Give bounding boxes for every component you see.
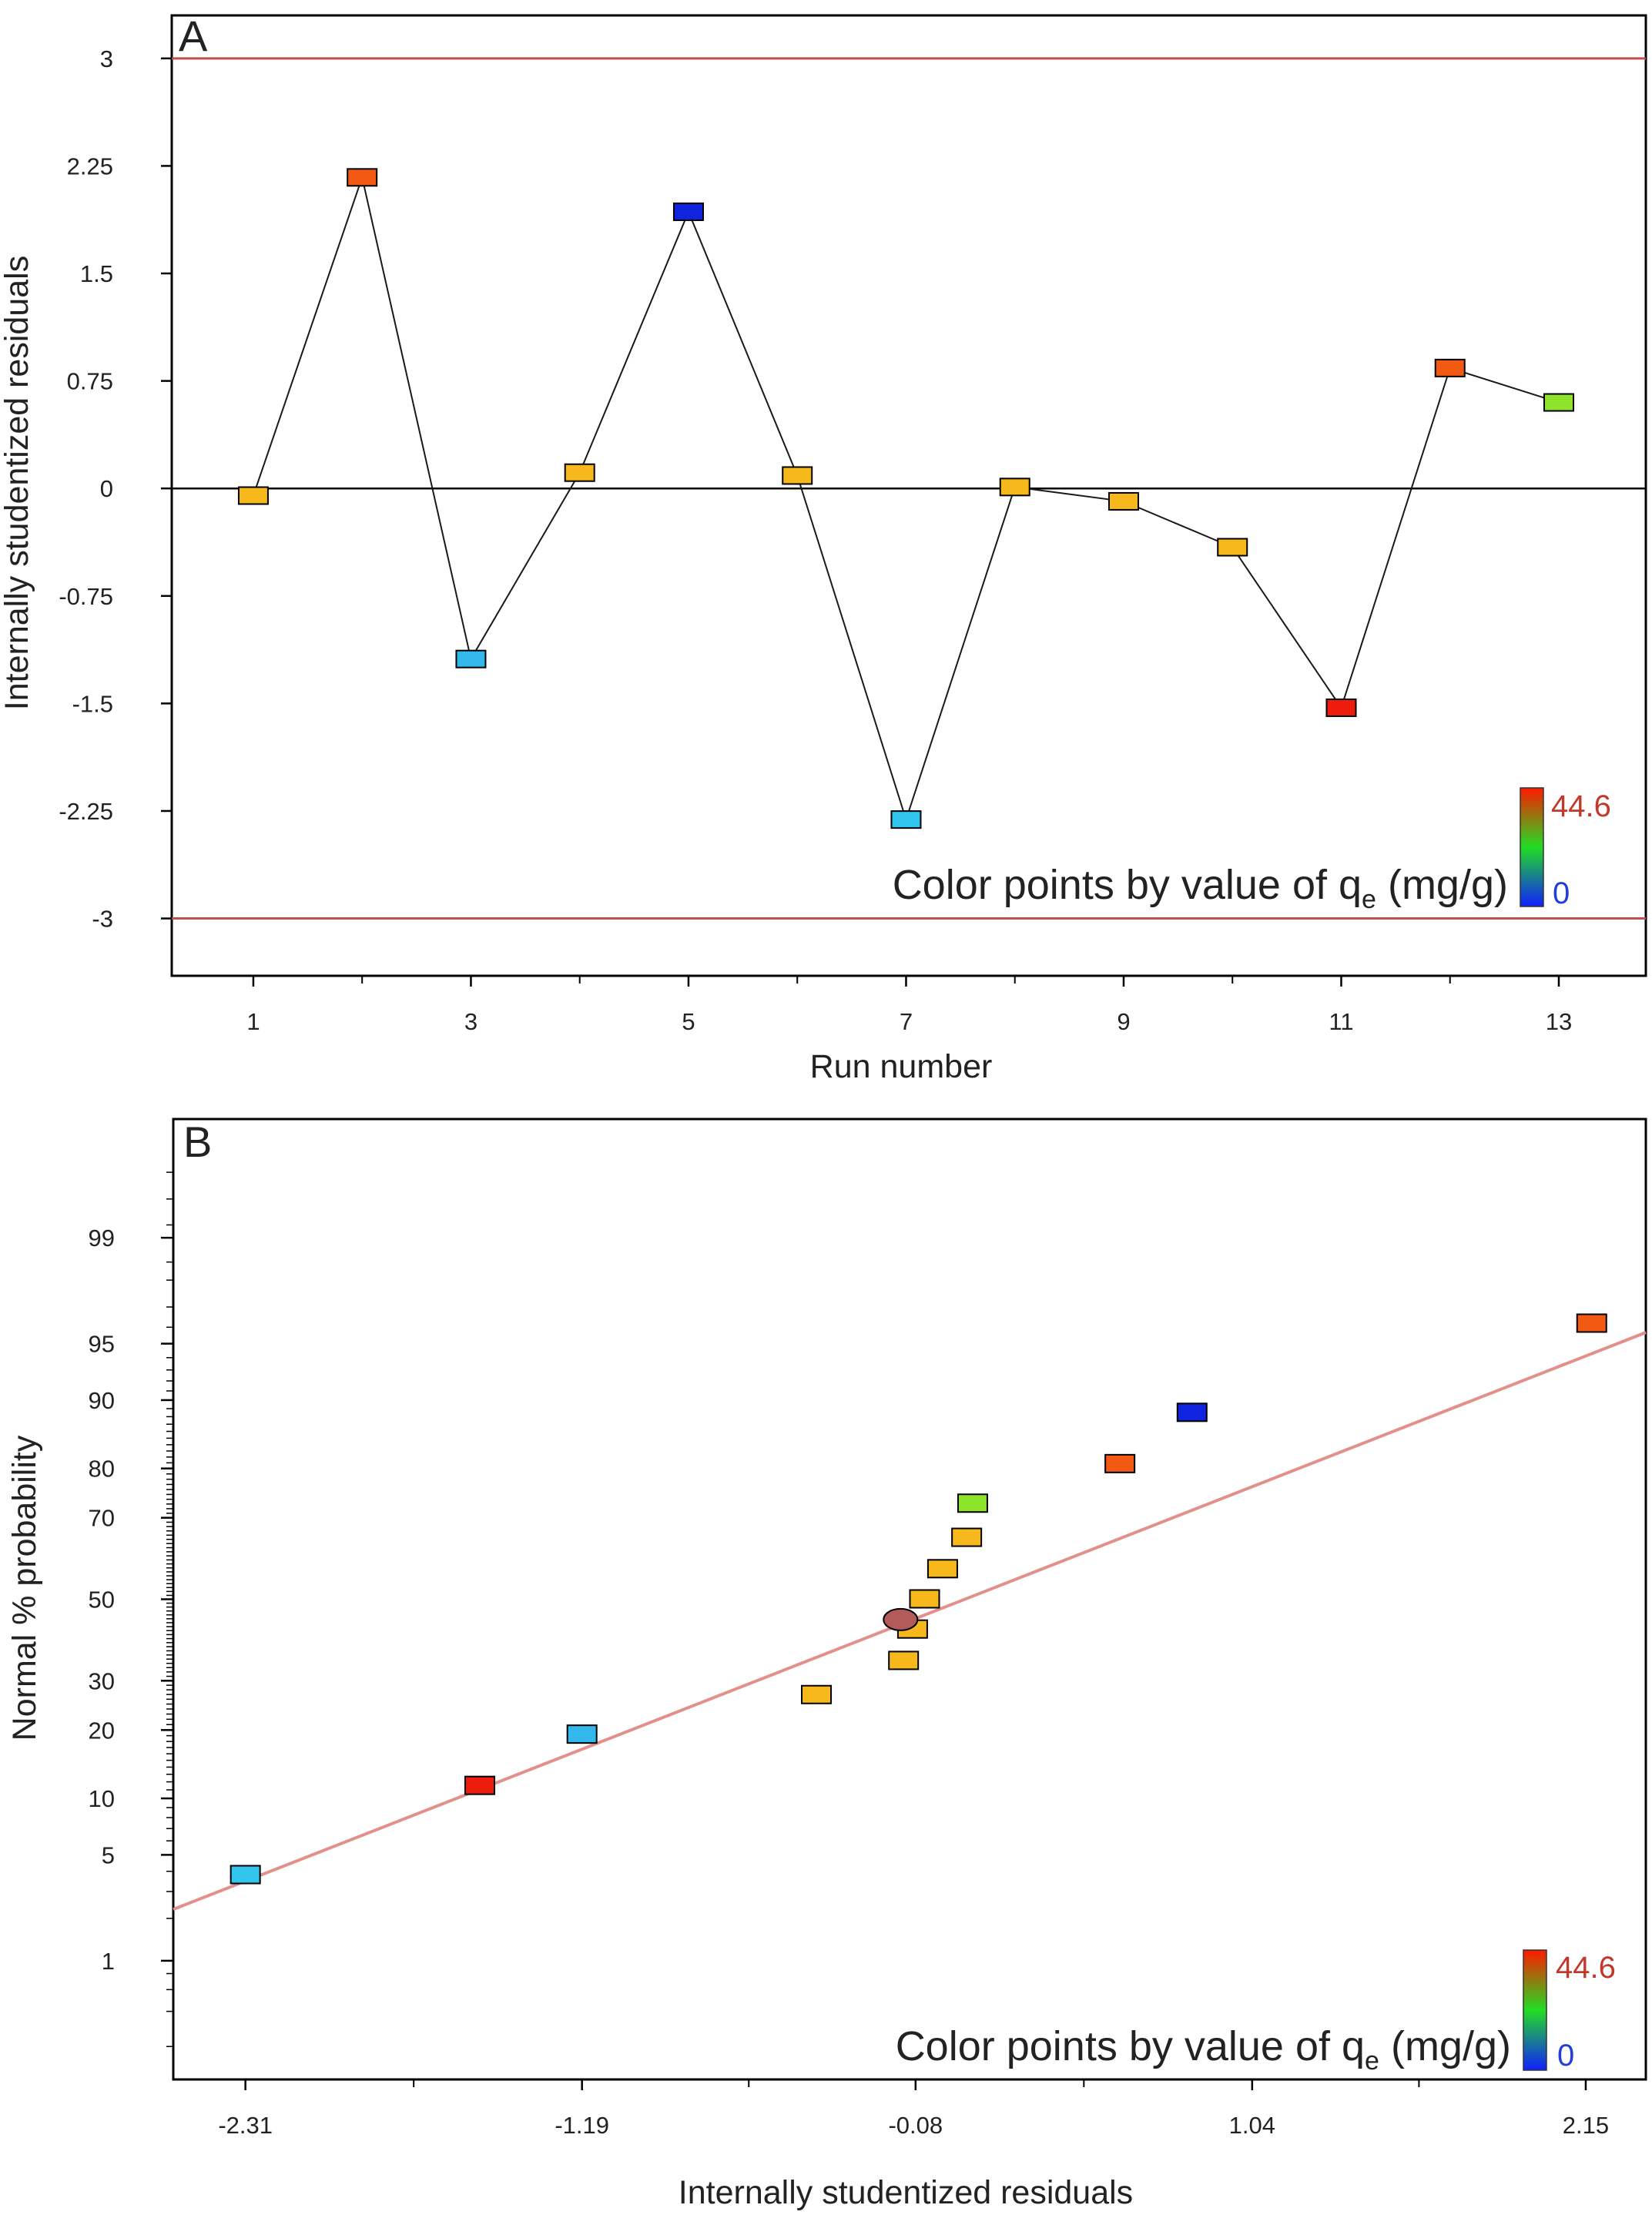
panel-a-plot-frame [170, 14, 1647, 977]
probability-point-12 [1176, 1402, 1208, 1422]
panel-a-legend-unit: (mg/g) [1376, 862, 1508, 908]
y-tick-label-neg2p25: -2.25 [59, 798, 113, 825]
data-point-run-5 [672, 202, 704, 221]
probability-point-3 [566, 1724, 598, 1744]
probability-point-11 [1104, 1453, 1136, 1473]
panel-b-color-legend-caption: Color points by value of qe (mg/g) [896, 2023, 1511, 2076]
panel-a-x-axis: 1 3 5 7 9 11 13 [246, 976, 1572, 1035]
probability-point-10 [957, 1493, 988, 1513]
panel-a-residuals-vs-run: A 32.251.50.750-0.75-1.5-2.25-3 1 3 5 7 9 11 1… [0, 12, 1647, 1085]
panel-b-letter: B [183, 1118, 212, 1166]
panel-a-control-limits [172, 57, 1646, 920]
highlighted-point-ellipse [883, 1607, 919, 1631]
panel-b-color-scale-bar [1523, 1949, 1547, 2071]
panel-b-legend-unit: (mg/g) [1379, 2023, 1511, 2069]
y-tick-label-0p75: 0.75 [67, 368, 113, 395]
panel-a-y-axis: 3 2.25 1.5 0.75 0 -0.75 -1.5 -2.25 -3 [59, 45, 172, 933]
y-tick-label-95: 95 [89, 1331, 115, 1358]
y-tick-label-1: 1 [102, 1948, 115, 1975]
data-point-run-1 [237, 486, 269, 505]
data-point-run-4 [564, 463, 595, 482]
panel-b-legend-subscript: e [1365, 2046, 1379, 2076]
y-tick-label-50: 50 [89, 1587, 115, 1613]
x-tick-label-11: 11 [1329, 1008, 1353, 1035]
data-point-run-7 [890, 810, 922, 829]
panel-a-color-legend-caption: Color points by value of qe (mg/g) [893, 862, 1508, 914]
panel-b-legend-caption-text: Color points by value of q [896, 2023, 1365, 2069]
y-tick-label-2p25: 2.25 [67, 152, 113, 179]
panel-a-points [237, 168, 1574, 829]
x-tick-label-9: 9 [1117, 1008, 1130, 1035]
probability-point-4 [801, 1684, 833, 1704]
probability-point-9 [951, 1527, 983, 1547]
y-tick-label-90: 90 [89, 1387, 115, 1414]
panel-a-y-axis-title: Internally studentized residuals [0, 256, 35, 710]
y-tick-label-5: 5 [102, 1841, 115, 1868]
panel-a-legend-subscript: e [1362, 885, 1376, 914]
y-tick-label-10: 10 [89, 1785, 115, 1812]
data-point-run-9 [1107, 491, 1139, 511]
probability-point-13 [1576, 1313, 1607, 1333]
panel-b-color-legend: 44.6 0 Color points by value of qe (mg/g… [896, 1949, 1616, 2076]
y-tick-label-99: 99 [89, 1225, 115, 1252]
panel-a-letter: A [179, 12, 208, 60]
data-point-run-10 [1217, 538, 1248, 557]
x-tick-label-3: 3 [464, 1008, 478, 1035]
x-tick-label-7: 7 [900, 1008, 913, 1035]
panel-b-normal-probability: B 1 5 10 20 30 50 70 80 90 95 99 -2.31 -1.19 -0.08 1.… [6, 1118, 1647, 2211]
data-point-run-3 [455, 649, 487, 669]
x-tick-label-2p15: 2.15 [1563, 2112, 1609, 2139]
probability-point-8 [927, 1559, 958, 1579]
panel-b-color-scale-min: 0 [1557, 2039, 1574, 2073]
panel-a-legend-caption-text: Color points by value of q [893, 862, 1362, 908]
panel-a-x-axis-title: Run number [810, 1048, 993, 1085]
y-tick-label-3: 3 [100, 45, 113, 72]
probability-point-2 [464, 1775, 496, 1795]
panel-a-color-legend: 44.6 0 Color points by value of qe (mg/g… [893, 787, 1611, 914]
data-point-run-8 [999, 478, 1030, 497]
y-tick-label-0: 0 [100, 475, 113, 502]
y-tick-label-20: 20 [89, 1717, 115, 1744]
y-tick-label-70: 70 [89, 1505, 115, 1532]
panel-b-x-axis-title: Internally studentized residuals [679, 2174, 1133, 2211]
x-tick-label-13: 13 [1546, 1008, 1572, 1035]
y-tick-label-30: 30 [89, 1667, 115, 1694]
panel-a-color-scale-min: 0 [1553, 876, 1570, 910]
x-tick-label-1p04: 1.04 [1229, 2112, 1275, 2139]
data-point-run-11 [1325, 698, 1357, 717]
data-point-run-12 [1434, 358, 1466, 377]
data-point-run-6 [782, 466, 813, 485]
probability-point-7 [909, 1589, 940, 1609]
probability-point-5 [888, 1650, 920, 1670]
panel-b-x-axis: -2.31 -1.19 -0.08 1.04 2.15 [218, 2079, 1609, 2139]
y-tick-label-neg3: -3 [92, 906, 113, 933]
y-tick-label-neg0p75: -0.75 [59, 583, 113, 610]
x-tick-label-1: 1 [246, 1008, 260, 1035]
x-tick-label-neg2p31: -2.31 [218, 2112, 273, 2139]
x-tick-label-neg0p08: -0.08 [888, 2112, 943, 2139]
data-point-run-2 [347, 168, 378, 187]
y-tick-label-80: 80 [89, 1456, 115, 1483]
probability-point-1 [230, 1865, 261, 1885]
panel-b-points [230, 1313, 1607, 1885]
panel-a-color-scale-max: 44.6 [1551, 789, 1611, 823]
x-tick-label-5: 5 [682, 1008, 695, 1035]
panel-b-color-scale-max: 44.6 [1556, 1951, 1616, 1985]
panel-b-y-axis-title: Normal % probability [6, 1435, 43, 1741]
y-tick-label-1p5: 1.5 [80, 260, 113, 287]
panel-b-y-axis: 1 5 10 20 30 50 70 80 90 95 99 [89, 1171, 173, 2047]
panel-a-color-scale-bar [1520, 787, 1544, 907]
y-tick-label-neg1p5: -1.5 [72, 690, 113, 717]
data-point-run-13 [1543, 393, 1574, 412]
x-tick-label-neg1p19: -1.19 [555, 2112, 609, 2139]
